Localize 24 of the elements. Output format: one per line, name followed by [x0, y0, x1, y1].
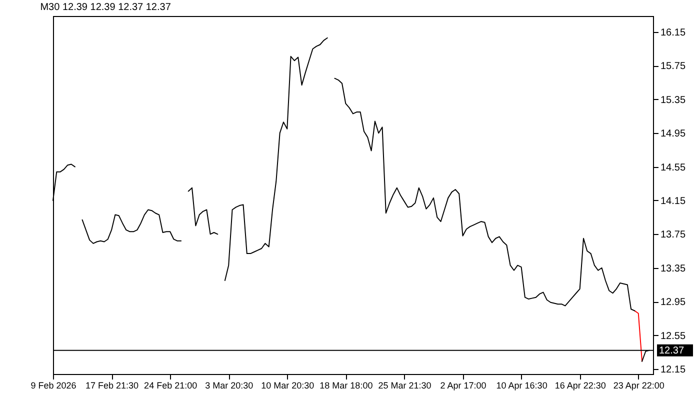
y-tick-label: 13.75: [660, 230, 686, 241]
y-tick-label: 14.55: [660, 162, 686, 174]
y-tick-label: 12.15: [660, 364, 686, 376]
chart-title: M30 12.39 12.39 12.37 12.37: [40, 2, 172, 13]
x-tick-label: 10 Apr 16:30: [496, 380, 548, 390]
ref-line-label: 12.37: [659, 345, 684, 356]
x-tick-label: 23 Apr 22:00: [613, 380, 664, 390]
y-tick-label: 16.15: [660, 28, 686, 39]
x-tick-label: 2 Apr 17:00: [440, 380, 486, 390]
y-tick-label: 15.75: [660, 61, 686, 72]
x-tick-label: 25 Mar 21:30: [378, 380, 432, 390]
y-tick-label: 13.35: [660, 263, 686, 274]
y-tick-label: 12.55: [660, 330, 686, 342]
x-tick-label: 24 Feb 21:00: [144, 380, 198, 390]
y-tick-label: 15.35: [660, 94, 686, 106]
x-tick-label: 16 Apr 22:30: [554, 380, 606, 390]
x-tick-label: 9 Feb 2026: [30, 380, 76, 390]
y-tick-label: 12.95: [660, 297, 686, 308]
x-tick-label: 18 Mar 18:00: [320, 380, 373, 390]
y-tick-label: 14.15: [660, 196, 686, 207]
x-tick-label: 10 Mar 20:30: [261, 380, 314, 390]
x-tick-label: 3 Mar 20:30: [205, 380, 254, 390]
x-tick-label: 17 Feb 21:30: [86, 380, 139, 390]
y-tick-label: 14.95: [660, 128, 686, 140]
